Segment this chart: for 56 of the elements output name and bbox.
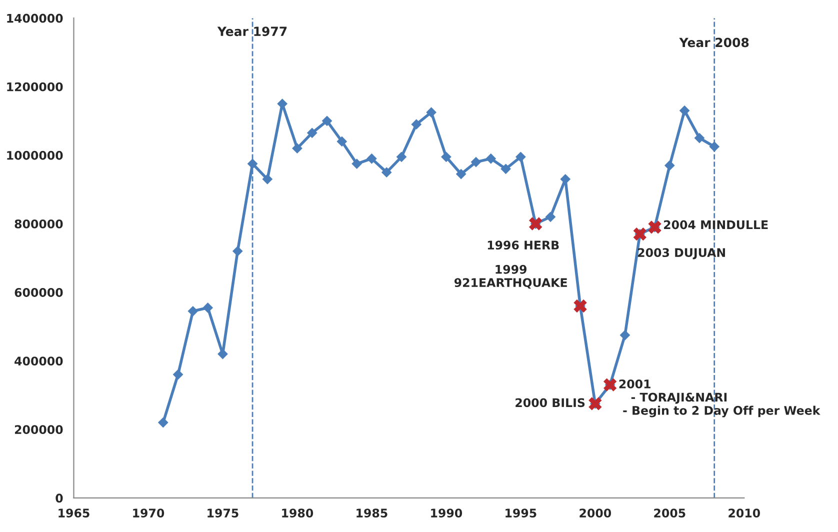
point	[158, 417, 168, 428]
point	[500, 164, 511, 174]
y-tick-label: 1400000	[7, 14, 63, 23]
y-tick-label: 1000000	[7, 150, 63, 160]
x-tick-label: 1985	[356, 508, 388, 518]
ref-line-label: Year 2008	[679, 38, 749, 48]
point	[709, 141, 720, 152]
point	[262, 174, 273, 184]
annotation: 1999 921EARTHQUAKE	[454, 264, 567, 289]
point	[188, 306, 198, 316]
point	[426, 107, 436, 118]
x-tick-label: 1970	[133, 508, 164, 518]
point	[620, 330, 630, 340]
point	[366, 153, 377, 164]
point	[515, 152, 526, 162]
y-tick-label: 1200000	[7, 82, 63, 92]
y-tick-label: 400000	[14, 356, 63, 366]
point	[664, 160, 675, 171]
x-tick-label: 2005	[654, 508, 686, 518]
point	[679, 105, 690, 116]
annotation: 2003 DUJUAN	[638, 248, 725, 260]
point	[232, 246, 243, 256]
y-tick-label: 800000	[14, 219, 63, 228]
annotation: 2000 BILIS	[516, 398, 585, 408]
x-tick-label: 1975	[208, 508, 238, 518]
annotation: 2004 MINDULLE	[664, 220, 768, 230]
x-tick-label: 2010	[728, 508, 760, 518]
x-tick-label: 1965	[58, 508, 90, 518]
point	[440, 152, 452, 162]
annotation: 1996 HERB	[488, 240, 559, 250]
point	[381, 167, 392, 178]
point	[456, 168, 466, 180]
point	[545, 212, 556, 222]
point	[352, 158, 362, 169]
point	[486, 153, 496, 164]
point	[396, 152, 407, 162]
point	[202, 302, 214, 313]
ref-line-label: Year 1977	[217, 26, 287, 36]
point	[292, 143, 302, 154]
x-tick-label: 1980	[282, 508, 314, 518]
y-tick-label: 600000	[14, 288, 63, 297]
y-tick-label: 0	[56, 494, 63, 503]
point	[470, 156, 482, 168]
point	[172, 369, 184, 380]
point	[336, 136, 348, 147]
x-tick-label: 2000	[580, 508, 612, 518]
point	[694, 132, 705, 144]
point	[411, 119, 422, 130]
point	[560, 174, 571, 184]
x-tick-label: 1995	[506, 508, 536, 518]
y-tick-label: 200000	[14, 425, 63, 434]
x-tick-label: 1990	[431, 508, 462, 518]
annotation: 2001 - TORAJI&NARI - Begin to 2 Day Off per Week	[619, 379, 820, 418]
point	[247, 158, 258, 169]
point	[306, 128, 318, 138]
point	[322, 116, 332, 126]
